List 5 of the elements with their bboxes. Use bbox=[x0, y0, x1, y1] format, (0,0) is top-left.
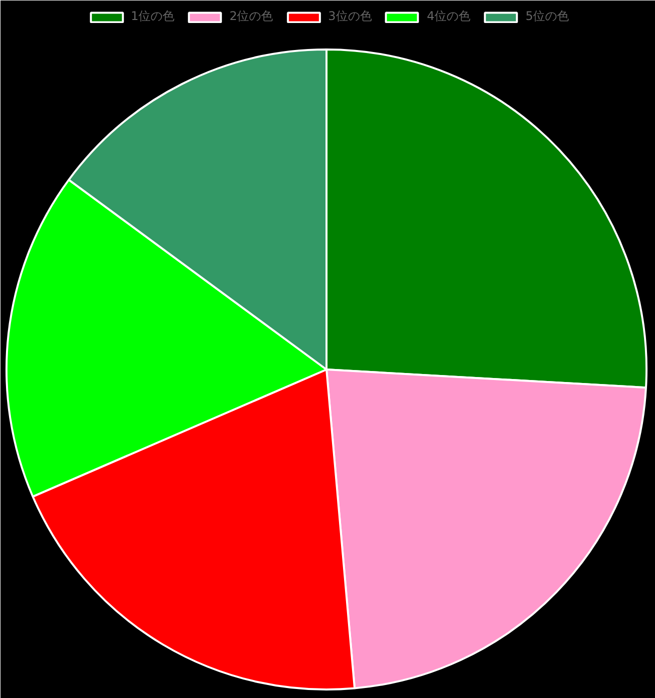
legend-label: 4位の色 bbox=[426, 8, 470, 25]
legend-label: 1位の色 bbox=[130, 8, 175, 25]
legend-label: 2位の色 bbox=[230, 8, 274, 25]
legend-label: 5位の色 bbox=[525, 8, 570, 25]
legend-label: 3位の色 bbox=[328, 8, 372, 25]
